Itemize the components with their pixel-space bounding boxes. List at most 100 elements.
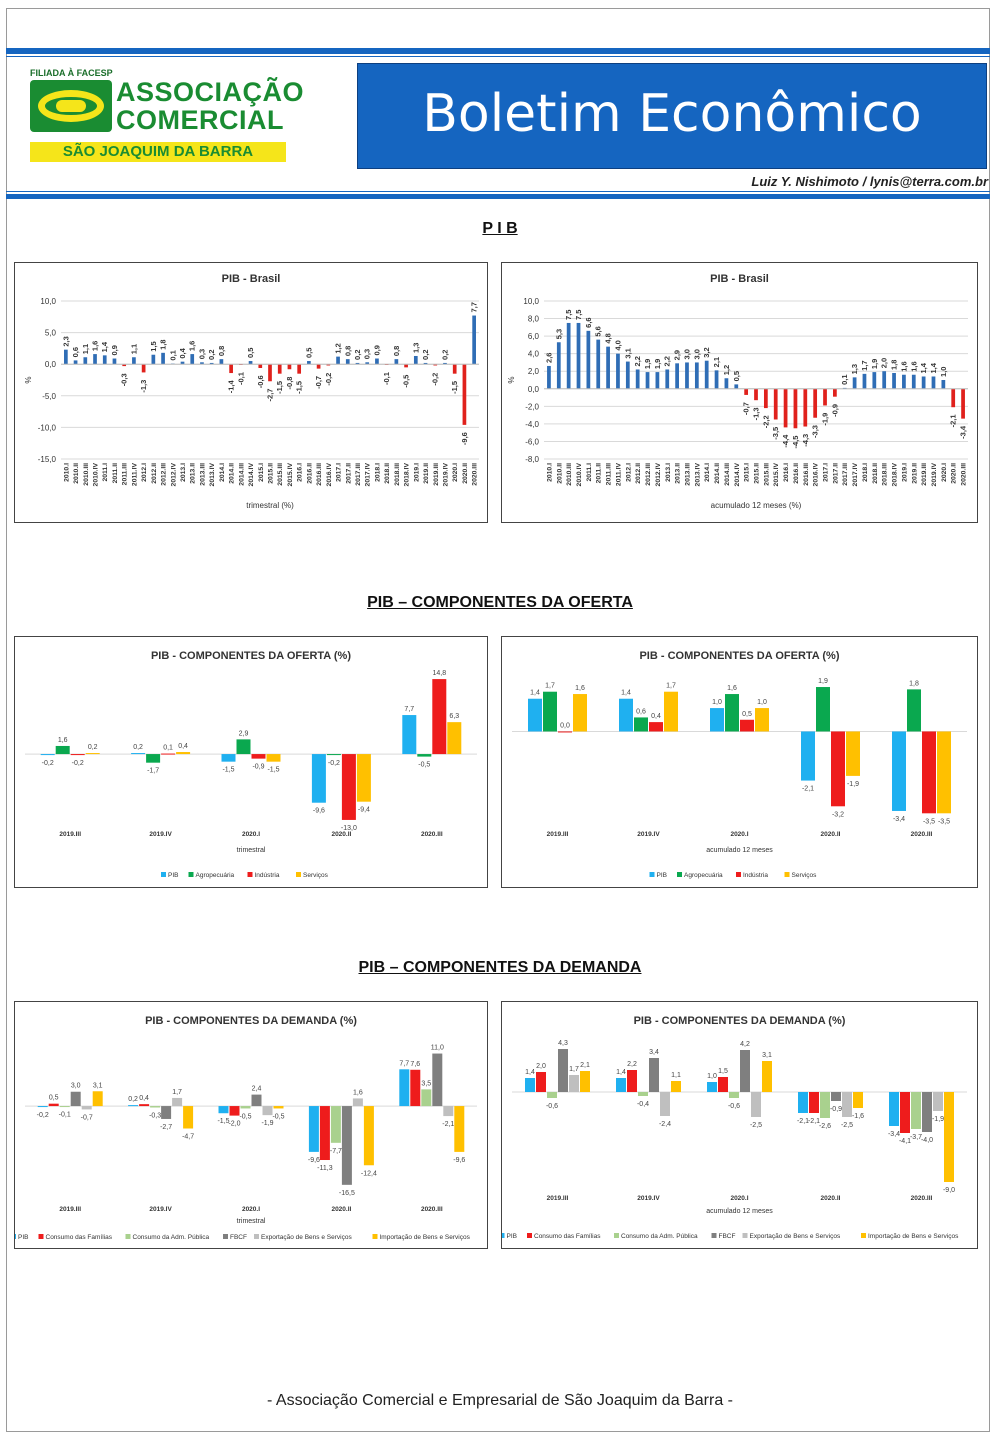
bar <box>336 356 340 365</box>
legend-swatch <box>711 1233 717 1238</box>
data-label: 0,0 <box>560 722 570 729</box>
data-label: 7,5 <box>574 310 583 320</box>
data-label: -1,9 <box>261 1120 273 1127</box>
bar <box>740 719 754 732</box>
bar <box>694 362 699 389</box>
x-tick-label: 2014.I <box>704 463 711 482</box>
x-tick-label: 2020.I <box>730 1195 748 1202</box>
x-tick-label: 2020.II <box>821 831 841 838</box>
bulletin-title: Boletim Econômico <box>422 84 922 144</box>
data-label: 1,6 <box>909 361 918 371</box>
data-label: 4,0 <box>613 340 622 350</box>
bulletin-title-box: Boletim Econômico <box>357 63 987 169</box>
y-tick-label: 8,0 <box>528 315 540 324</box>
bar <box>675 363 679 389</box>
x-tick-label: 2013.I <box>665 463 672 482</box>
data-label: -0,9 <box>252 764 264 771</box>
bar <box>793 388 798 429</box>
bar <box>443 1106 454 1117</box>
x-tick-label: 2019.III <box>547 831 569 838</box>
bar <box>638 1092 648 1096</box>
data-label: 1,3 <box>850 364 859 374</box>
x-tick-label: 2016.I <box>297 463 304 482</box>
bar <box>375 358 379 365</box>
legend-swatch <box>502 1233 505 1238</box>
bar <box>433 364 438 366</box>
x-tick-label: 2012.IV <box>170 463 177 487</box>
x-tick-label: 2012.I <box>141 463 148 482</box>
bar <box>85 753 100 755</box>
data-label: 1,6 <box>575 685 585 692</box>
x-tick-label: 2013.IV <box>694 463 701 487</box>
y-tick-label: 6,0 <box>528 332 540 341</box>
bar <box>146 754 161 763</box>
data-label: -0,1 <box>59 1112 71 1119</box>
x-tick-label: 2010.IV <box>93 463 100 487</box>
bar <box>150 1106 161 1108</box>
data-label: 0,2 <box>128 1096 138 1103</box>
bar <box>900 1092 910 1133</box>
bar <box>755 708 769 732</box>
legend-swatch <box>677 872 682 877</box>
bar <box>287 364 292 370</box>
data-label: -16,5 <box>339 1190 355 1197</box>
data-label: 1,8 <box>890 360 899 370</box>
x-tick-label: 2018.II <box>384 463 391 484</box>
legend-entry: PIB <box>507 1233 517 1240</box>
data-label: 0,8 <box>217 346 226 356</box>
data-label: 1,0 <box>707 1073 717 1080</box>
data-label: -0,2 <box>328 760 340 767</box>
data-label: 1,7 <box>172 1089 182 1096</box>
data-label: 0,2 <box>133 744 143 751</box>
data-label: 0,2 <box>421 349 430 359</box>
bar <box>573 694 587 732</box>
bar <box>944 1092 954 1182</box>
bar <box>190 354 195 365</box>
data-label: 2,2 <box>627 1061 637 1068</box>
data-label: 0,2 <box>88 744 98 751</box>
bar <box>596 339 601 389</box>
data-label: 0,1 <box>168 350 177 360</box>
header-top-bar <box>6 48 990 54</box>
bar <box>724 378 729 389</box>
bar <box>664 691 678 732</box>
data-label: -0,2 <box>431 373 440 386</box>
bar <box>307 361 311 365</box>
data-label: -2,5 <box>750 1122 762 1129</box>
bar <box>266 754 281 762</box>
legend-entry: Consumo da Adm. Pública <box>621 1233 698 1240</box>
bar <box>218 1106 229 1114</box>
bar <box>762 1061 772 1092</box>
data-label: 1,6 <box>899 361 908 371</box>
bar <box>326 364 331 366</box>
bar <box>902 374 906 389</box>
x-tick-label: 2012.I <box>625 463 632 482</box>
chart-demanda-acumulado-svg: PIB - COMPONENTES DA DEMANDA (%)1,42,0-0… <box>502 1015 967 1240</box>
x-tick-label: 2019.IV <box>442 463 449 487</box>
bar <box>744 388 749 395</box>
data-label: 7,7 <box>404 706 414 713</box>
data-label: 0,6 <box>636 708 646 715</box>
data-label: -3,4 <box>888 1131 900 1138</box>
bar <box>341 754 356 820</box>
bar <box>413 355 418 365</box>
data-label: -0,6 <box>546 1103 558 1110</box>
legend-entry: Agropecuária <box>684 872 723 879</box>
data-label: 1,2 <box>334 343 343 353</box>
data-label: 1,4 <box>919 362 928 373</box>
data-label: 2,2 <box>633 356 642 366</box>
x-tick-label: 2011.II <box>596 463 603 484</box>
data-label: -1,5 <box>295 381 304 394</box>
legend-entry: Importação de Bens e Serviços <box>868 1233 959 1240</box>
data-label: -2,7 <box>266 389 275 402</box>
data-label: -2,1 <box>797 1118 809 1125</box>
legend-entry: Serviços <box>303 872 329 879</box>
data-label: 2,9 <box>673 350 682 360</box>
y-tick-label: 5,0 <box>45 329 57 338</box>
bar <box>820 1092 830 1118</box>
x-tick-label: 2015.I <box>744 463 751 482</box>
x-tick-label: 2016.IV <box>326 463 333 487</box>
bar <box>83 357 88 365</box>
data-label: 0,4 <box>651 713 661 720</box>
data-label: 0,5 <box>304 348 313 358</box>
